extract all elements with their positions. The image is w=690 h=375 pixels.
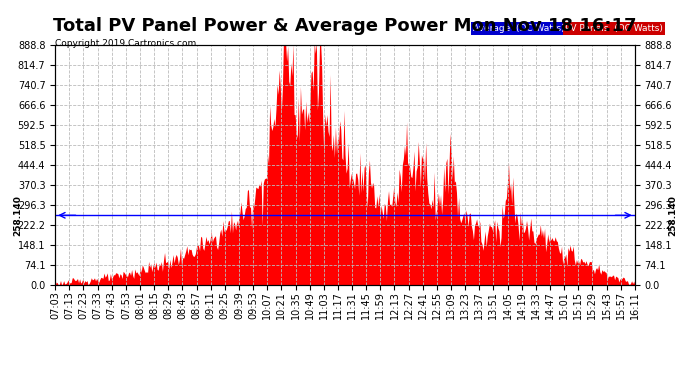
Text: PV Panels  (DC Watts): PV Panels (DC Watts) [565,24,663,33]
Text: 258.140: 258.140 [13,195,22,236]
Text: Average  (DC Watts): Average (DC Watts) [473,24,564,33]
Text: Copyright 2019 Cartronics.com: Copyright 2019 Cartronics.com [55,39,197,48]
Text: Total PV Panel Power & Average Power Mon Nov 18 16:17: Total PV Panel Power & Average Power Mon… [53,17,637,35]
Text: 258.140: 258.140 [668,195,677,236]
